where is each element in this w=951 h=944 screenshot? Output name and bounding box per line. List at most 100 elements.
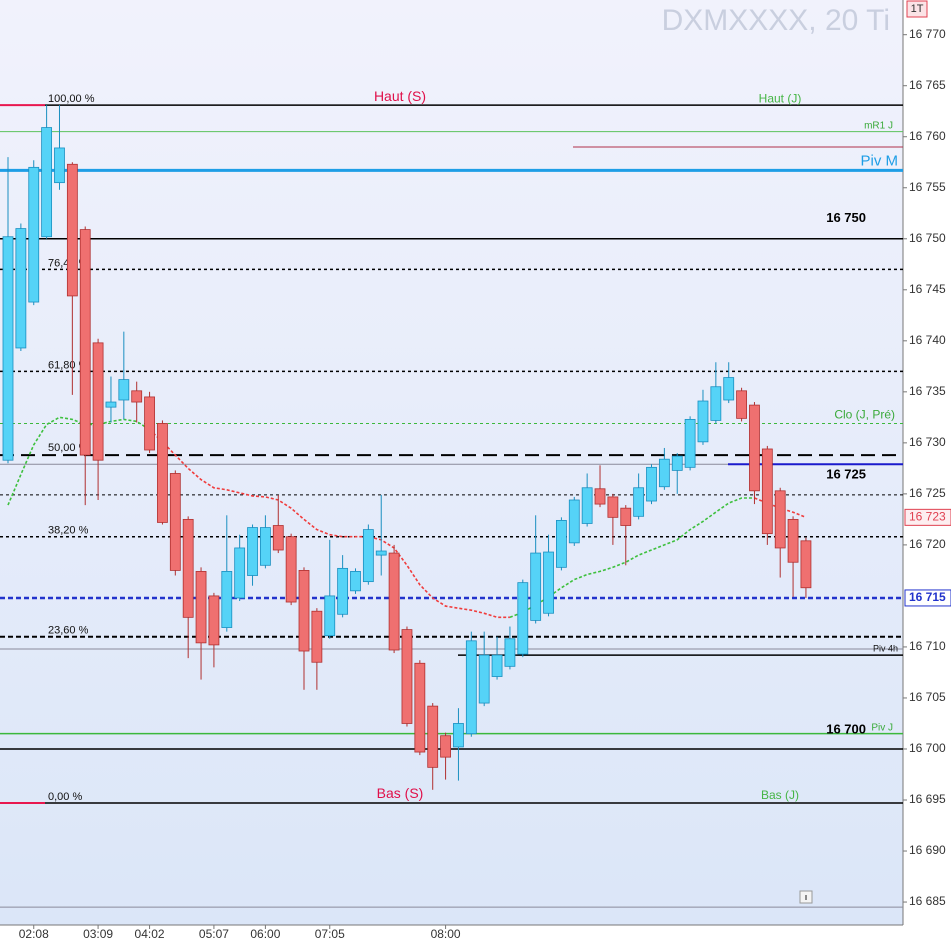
x-tick-label: 02:08 [19,927,49,941]
x-tick-label: 06:00 [250,927,280,941]
y-tick-label: 16 725 [909,486,946,500]
candle-body [414,662,426,753]
candle-body [144,396,155,451]
level-label: Haut (S) [374,88,426,104]
candle-body [736,390,747,419]
candle-body [427,705,439,768]
candle-body [2,236,14,461]
candle-body [568,499,580,544]
candle-body [504,638,516,667]
y-axis-background [903,0,951,944]
candle-body [66,163,78,297]
candle-body [105,401,117,408]
y-tick-label: 16 770 [909,27,946,41]
candle-body [749,404,760,492]
candle-body [633,487,645,517]
level-label: Bas (J) [761,788,799,802]
candle-body [131,390,143,403]
candle-body [607,496,619,518]
y-tick-label: 16 700 [909,741,946,755]
x-tick-label: 05:07 [199,927,229,941]
candle-body [543,551,554,614]
level-label: Piv M [861,152,899,169]
level-label: 50,00 % [48,442,89,454]
level-label: mR1 J [864,120,893,131]
candle-body [182,518,194,618]
candle-body [298,570,310,652]
candle-body [337,567,349,615]
candle-body [375,550,387,556]
candle-body [401,629,413,724]
candle-body [54,147,65,184]
candle-body [465,640,477,735]
y-tick-label: 16 765 [909,78,946,92]
candle-body [761,448,773,535]
y-tick-label: 16 690 [909,843,946,857]
candle-body [620,507,632,526]
candle-body [594,488,606,505]
level-label: Haut (J) [759,91,802,105]
candle-body [440,735,451,758]
candle-body [556,520,567,568]
level-label: 38,20 % [48,525,89,537]
info-icon[interactable] [799,890,813,904]
level-label: Piv J [871,722,893,733]
candle-body [79,229,91,456]
candle-body [723,377,735,401]
candle-body [157,423,168,523]
axes: 16 685 16 690 16 695 16 700 16 705 16 710 16 7… [19,27,951,941]
level-label: 0,00 % [48,791,82,803]
price-label: 16 723 [909,510,946,524]
candle-body [259,527,271,566]
candle-body [517,582,529,655]
level-label: Bas (S) [377,785,424,801]
candle-body [581,487,593,524]
candle-body [388,552,400,651]
candle-body [478,654,490,704]
y-tick-label: 16 755 [909,180,946,194]
x-axis-background [0,925,951,944]
candle-body [118,379,130,401]
y-tick-label: 16 735 [909,384,946,398]
candle-body [787,518,799,563]
price-label-box [904,589,951,607]
candle-body [350,571,361,592]
price-label-box [904,508,951,526]
candle-body [15,228,27,349]
candle-body [774,490,786,549]
candle-body [272,525,284,551]
badge: 1T [911,3,924,15]
candle-body [710,386,722,421]
level-label: 16 750 [826,210,866,225]
candle-body [41,127,53,238]
level-label: 16 700 [826,721,866,736]
y-tick-label: 16 695 [909,792,946,806]
level-label: 100,00 % [48,93,95,105]
candle-body [671,455,683,471]
candle-body [28,166,40,303]
candle-body [247,527,258,576]
candle-body [800,540,812,589]
y-tick-label: 16 740 [909,333,946,347]
candle-body [697,400,709,443]
y-tick-label: 16 730 [909,435,946,449]
x-tick-label: 08:00 [431,927,461,941]
candle-body [646,466,657,502]
price-label: 16 715 [909,590,946,604]
candle-body [530,552,542,621]
y-tick-label: 16 705 [909,690,946,704]
y-tick-label: 16 750 [909,231,946,245]
candle-body [195,571,207,644]
candle-body [491,654,503,677]
candle-body [684,418,696,468]
y-tick-label: 16 710 [909,639,946,653]
candle-body [658,458,670,488]
candle-body [362,529,374,583]
badge-box [906,0,928,18]
candle-body [453,723,464,748]
x-tick-label: 07:05 [315,927,345,941]
x-tick-label: 04:02 [135,927,165,941]
x-tick-label: 03:09 [83,927,113,941]
y-tick-label: 16 685 [909,894,946,908]
